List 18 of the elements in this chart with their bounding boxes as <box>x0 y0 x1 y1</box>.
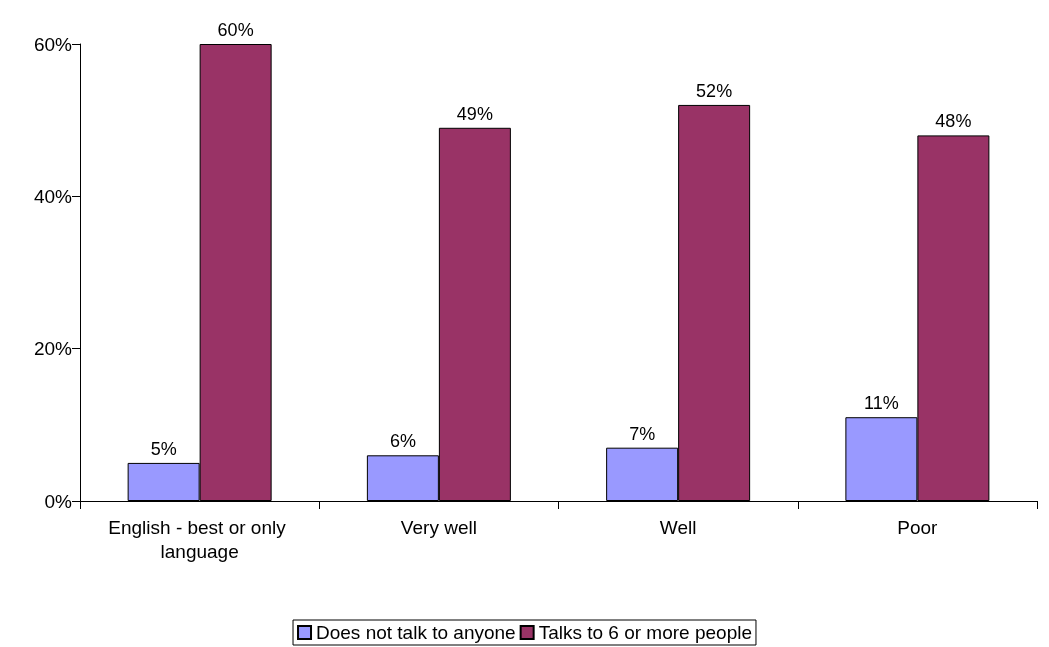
y-tick-label: 20% <box>33 338 73 360</box>
data-label: 11% <box>864 393 899 414</box>
x-tick-label: Very well <box>400 516 477 538</box>
data-label: 5% <box>150 438 177 459</box>
legend-label: Does not talk to anyone <box>316 622 516 643</box>
data-label: 48% <box>935 111 972 132</box>
data-label: 52% <box>696 80 733 101</box>
y-tick-label: 60% <box>33 33 73 55</box>
data-label: 6% <box>389 431 416 452</box>
x-tick-label: Poor <box>897 516 939 538</box>
y-tick-label: 0% <box>44 490 73 512</box>
legend-label: Talks to 6 or more people <box>538 622 752 643</box>
data-label: 60% <box>217 20 254 40</box>
x-tick-label: English - best or only language <box>108 516 291 562</box>
data-label: 49% <box>456 103 493 124</box>
y-tick-label: 40% <box>33 185 73 207</box>
x-tick-label: Well <box>659 516 697 538</box>
data-label: 7% <box>629 423 656 444</box>
